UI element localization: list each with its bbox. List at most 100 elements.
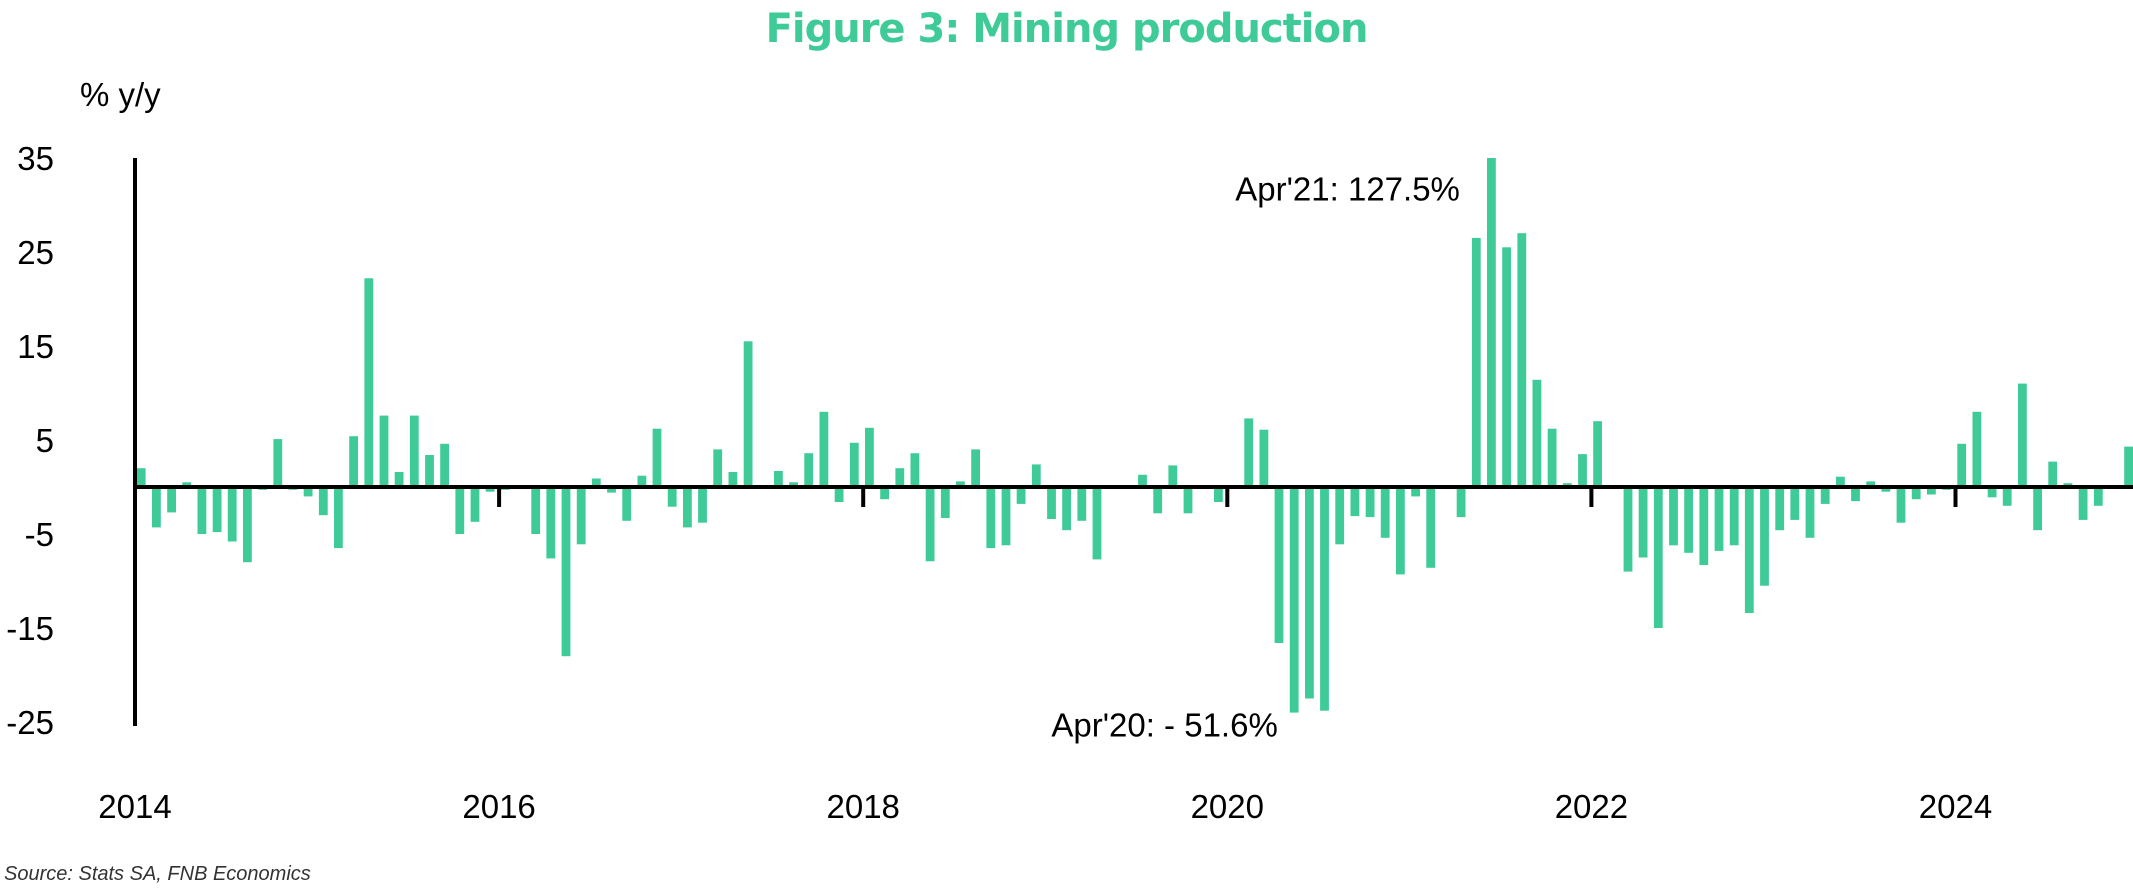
bar xyxy=(1502,247,1511,487)
x-axis-ticks: 2014 2016 2018 2020 2022 2024 xyxy=(98,788,1992,825)
bar xyxy=(1365,487,1375,518)
bar xyxy=(1547,428,1557,487)
x-axis-tick-marks xyxy=(497,487,1958,507)
bar xyxy=(349,436,358,487)
bar xyxy=(1532,379,1542,487)
bar xyxy=(667,487,677,507)
y-tick-label: 35 xyxy=(17,140,54,177)
bar xyxy=(1851,487,1860,502)
bar xyxy=(1183,487,1193,514)
y-tick-label: 25 xyxy=(17,234,54,271)
bar xyxy=(1805,487,1815,538)
bar xyxy=(425,455,434,487)
x-tick-label: 2020 xyxy=(1191,788,1264,825)
y-tick-label: 15 xyxy=(17,328,54,365)
bar xyxy=(683,487,692,528)
bar xyxy=(2124,446,2133,487)
bar xyxy=(197,487,207,534)
x-tick-label: 2024 xyxy=(1919,788,1992,825)
annotation-peak: Apr'21: 127.5% xyxy=(1235,170,1460,207)
bar xyxy=(774,471,783,487)
bar xyxy=(1638,487,1648,558)
y-tick-label: -15 xyxy=(6,610,54,647)
bar xyxy=(576,487,586,545)
bar xyxy=(1244,418,1254,487)
bar xyxy=(1047,487,1056,519)
bar xyxy=(1062,487,1071,531)
bar xyxy=(273,439,283,487)
bar xyxy=(1593,421,1602,487)
x-tick-label: 2014 xyxy=(98,788,171,825)
bar xyxy=(819,411,829,487)
bar xyxy=(1092,487,1102,560)
bar xyxy=(531,487,541,534)
bar xyxy=(1957,443,1967,487)
bar xyxy=(1487,158,1496,487)
bar xyxy=(1456,487,1466,518)
bar xyxy=(1411,487,1420,497)
bar xyxy=(1168,465,1178,487)
bar xyxy=(167,487,176,513)
bar xyxy=(546,487,556,559)
bar xyxy=(940,487,950,518)
bar xyxy=(1669,487,1678,546)
bar xyxy=(409,415,419,487)
bar xyxy=(440,443,449,487)
y-axis-ticks: 35 25 15 5 -5 -15 -25 xyxy=(6,140,54,741)
bar xyxy=(303,487,313,497)
bar xyxy=(1320,487,1329,711)
bar xyxy=(2078,487,2088,520)
bar xyxy=(1699,487,1709,565)
bar xyxy=(1259,429,1269,487)
bar-series xyxy=(136,158,2133,713)
bar xyxy=(849,442,859,487)
bar xyxy=(637,475,647,487)
bar xyxy=(743,341,753,487)
bar xyxy=(865,427,874,487)
bar xyxy=(1426,487,1436,568)
annotation-trough: Apr'20: - 51.6% xyxy=(1051,707,1277,744)
bar xyxy=(1744,487,1754,613)
bar xyxy=(1881,487,1891,492)
bar xyxy=(652,428,662,487)
source-note: Source: Stats SA, FNB Economics xyxy=(4,863,311,885)
bar xyxy=(152,487,161,528)
bar xyxy=(1911,487,1921,500)
bar xyxy=(318,487,328,516)
bar xyxy=(470,487,480,522)
bar xyxy=(1836,476,1845,487)
bar xyxy=(1775,487,1785,531)
bar xyxy=(1016,487,1026,504)
bar xyxy=(895,468,905,487)
y-tick-label: -25 xyxy=(6,704,54,741)
bar xyxy=(713,449,723,487)
bar xyxy=(2048,461,2058,487)
bar xyxy=(1820,487,1830,504)
bar xyxy=(698,487,707,523)
bar xyxy=(227,487,237,542)
y-tick-label: -5 xyxy=(25,516,54,553)
bar xyxy=(1760,487,1769,586)
bar xyxy=(1684,487,1693,553)
bar xyxy=(1335,487,1345,545)
bar xyxy=(2033,487,2042,531)
bar xyxy=(1001,487,1011,546)
bar xyxy=(1866,481,1876,487)
bar xyxy=(880,487,889,500)
x-tick-label: 2018 xyxy=(826,788,899,825)
bar xyxy=(485,487,495,492)
bar xyxy=(455,487,465,534)
bar xyxy=(1350,487,1360,517)
bar xyxy=(591,478,601,487)
bar xyxy=(1987,487,1997,498)
bar xyxy=(1517,233,1527,487)
bar xyxy=(136,468,146,487)
x-tick-label: 2022 xyxy=(1555,788,1628,825)
bar xyxy=(1729,487,1739,546)
bar xyxy=(334,487,343,549)
bar xyxy=(1927,487,1936,495)
bar xyxy=(1153,487,1163,514)
bar xyxy=(1714,487,1724,551)
bar xyxy=(243,487,252,563)
bar xyxy=(986,487,996,549)
